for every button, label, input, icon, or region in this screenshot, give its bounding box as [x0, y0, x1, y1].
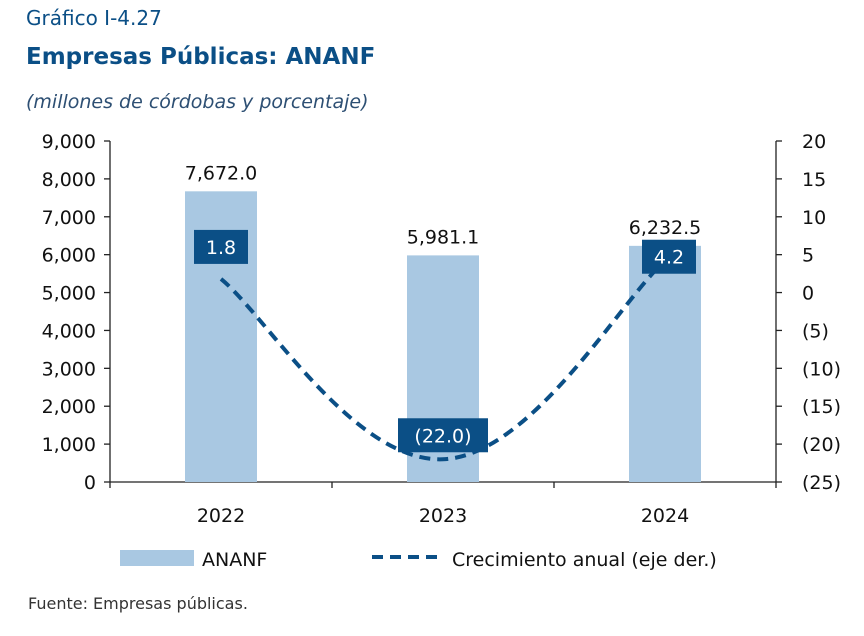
chart-subtitle: (millones de córdobas y porcentaje)	[26, 91, 369, 113]
legend: ANANF Crecimiento anual (eje der.)	[120, 549, 717, 571]
bar-value-label: 7,672.0	[185, 162, 258, 184]
right-y-tick-label: 20	[802, 131, 826, 153]
bar	[629, 245, 701, 482]
bar-value-label: 5,981.1	[407, 226, 480, 248]
right-y-tick-label: 5	[802, 245, 814, 267]
left-y-tick-label: 5,000	[42, 283, 96, 305]
left-y-tick-label: 4,000	[42, 320, 96, 342]
left-y-tick-label: 7,000	[42, 207, 96, 229]
left-y-axis: 0 1,000 2,000 3,000 4,000 5,000 6,000 7,000 8,00…	[42, 131, 110, 494]
source-note: Fuente: Empresas públicas.	[28, 594, 248, 613]
line-label-box	[194, 229, 248, 264]
chart-title: Empresas Públicas: ANANF	[26, 44, 376, 70]
right-y-tick-label: (15)	[802, 396, 841, 418]
left-y-tick-label: 3,000	[42, 358, 96, 380]
line-value-label: 1.8	[206, 237, 236, 259]
right-y-axis: (25) (20) (15) (10) (5) 0 5 10 15 20	[776, 131, 841, 494]
right-y-tick-label: (25)	[802, 472, 841, 494]
bar-value-label: 6,232.5	[629, 217, 702, 239]
left-y-tick-label: 8,000	[42, 169, 96, 191]
right-y-tick-label: (20)	[802, 434, 841, 456]
left-y-tick-label: 6,000	[42, 245, 96, 267]
line-value-label: 4.2	[654, 247, 684, 269]
bar-data-labels: 7,672.0 5,981.1 6,232.5	[185, 162, 702, 248]
right-y-tick-label: 15	[802, 169, 826, 191]
x-tick-label: 2023	[419, 505, 467, 527]
legend-label-bar: ANANF	[202, 549, 267, 571]
legend-label-line: Crecimiento anual (eje der.)	[452, 549, 717, 571]
left-y-tick-label: 1,000	[42, 434, 96, 456]
line-data-labels: 1.8 (22.0) 4.2	[194, 229, 696, 453]
line-label-box	[398, 418, 488, 453]
right-y-tick-label: 0	[802, 283, 814, 305]
line-value-label: (22.0)	[414, 425, 471, 447]
right-y-tick-label: (10)	[802, 358, 841, 380]
line-label-box	[642, 239, 696, 274]
x-axis: 2022 2023 2024	[109, 482, 777, 527]
legend-swatch-bar	[120, 550, 194, 566]
figure-number: Gráfico I-4.27	[26, 6, 162, 30]
x-tick-label: 2022	[197, 505, 245, 527]
right-y-tick-label: 10	[802, 207, 826, 229]
growth-line	[219, 259, 667, 462]
right-y-tick-label: (5)	[802, 320, 829, 342]
left-y-tick-label: 9,000	[42, 131, 96, 153]
left-y-tick-label: 0	[84, 472, 96, 494]
x-tick-label: 2024	[641, 505, 689, 527]
left-y-tick-label: 2,000	[42, 396, 96, 418]
